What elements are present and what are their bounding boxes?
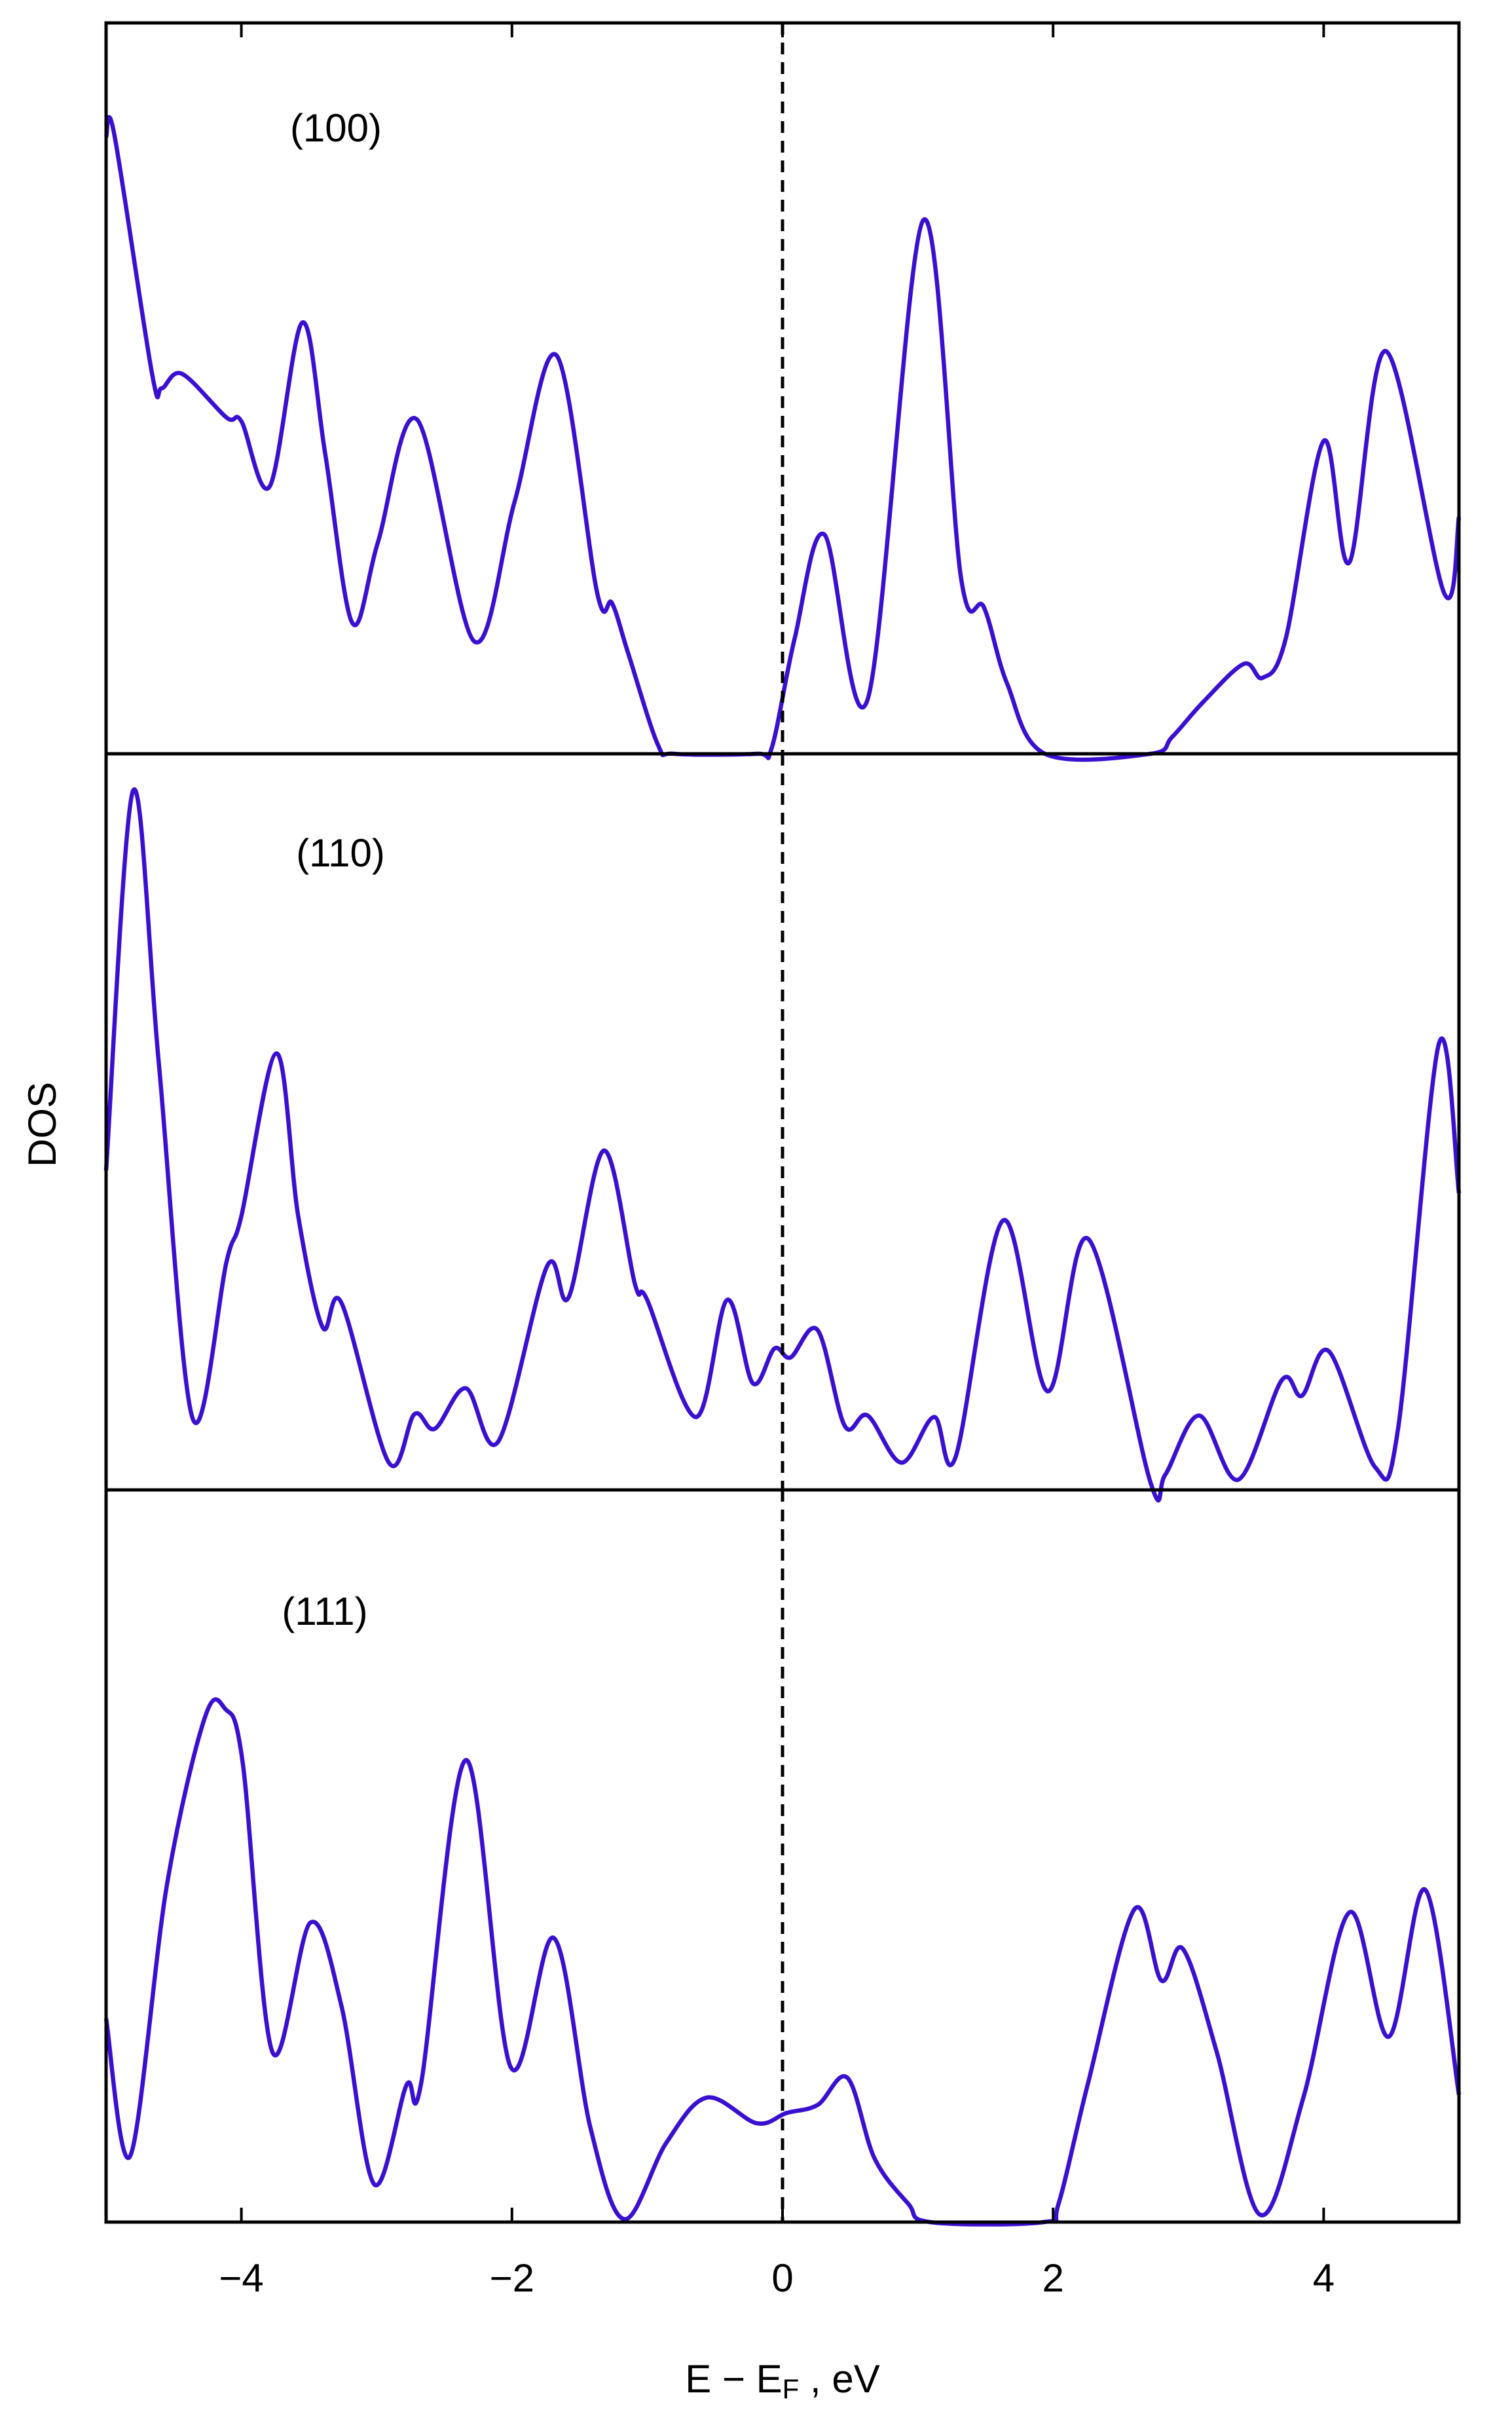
panel-label: (111)	[282, 1589, 367, 1633]
x-axis-label-sub: F	[783, 2373, 800, 2404]
x-tick-label: −4	[219, 2256, 263, 2300]
x-tick-label: 2	[1042, 2256, 1064, 2300]
y-axis-label: DOS	[20, 1082, 64, 1167]
panel-label: (100)	[290, 106, 382, 150]
x-tick-label: 0	[771, 2256, 793, 2300]
x-tick-label: 4	[1313, 2256, 1335, 2300]
dos-line	[103, 1697, 1462, 2227]
panel-label: (110)	[296, 831, 385, 875]
x-tick-label: −2	[490, 2256, 534, 2300]
x-axis-label: E − EF , eV	[685, 2357, 879, 2404]
x-axis-label-tail: , eV	[799, 2357, 879, 2401]
x-axis-label-main: E − E	[685, 2357, 782, 2401]
dos-line	[103, 787, 1462, 1503]
